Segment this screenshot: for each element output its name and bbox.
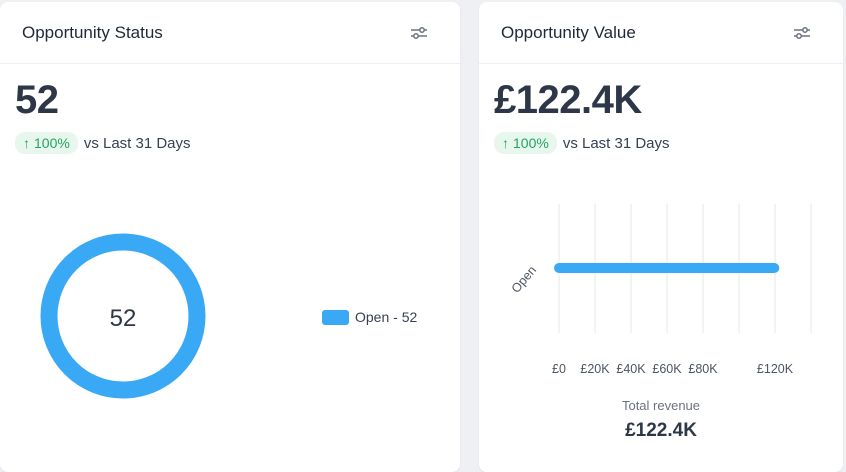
chart-legend[interactable]: Open - 52 bbox=[322, 309, 417, 325]
y-axis-label: Open bbox=[509, 263, 539, 295]
card-header: Opportunity Value bbox=[479, 2, 843, 64]
x-tick-label: £120K bbox=[757, 362, 794, 376]
trend-percent: 100% bbox=[513, 135, 549, 151]
trend-comparison: vs Last 31 Days bbox=[562, 134, 670, 152]
arrow-up-icon: ↑ bbox=[502, 135, 509, 151]
x-tick-label: £60K bbox=[652, 362, 682, 376]
legend-label-open: Open - 52 bbox=[355, 309, 418, 325]
opportunity-status-card: Opportunity Status 52 ↑ 100% vs Last 31 … bbox=[0, 2, 460, 472]
trend-badge: ↑ 100% bbox=[494, 132, 557, 154]
bar-chart: Open £0 £20K £40K £60K £80K £120K bbox=[509, 204, 812, 376]
filter-sliders-icon[interactable] bbox=[410, 24, 428, 42]
x-tick-label: £80K bbox=[688, 362, 718, 376]
donut-center-label: 52 bbox=[110, 305, 137, 332]
total-revenue-label: Total revenue bbox=[621, 398, 701, 413]
opportunity-value-card: Opportunity Value £122.4K ↑ 100% vs Last… bbox=[479, 2, 843, 472]
trend-row: ↑ 100% vs Last 31 Days bbox=[494, 132, 670, 154]
card-header: Opportunity Status bbox=[0, 2, 460, 64]
x-axis-labels: £0 £20K £40K £60K £80K £120K bbox=[552, 362, 794, 376]
x-tick-label: £40K bbox=[616, 362, 646, 376]
opportunity-count: 52 bbox=[15, 78, 59, 122]
trend-percent: 100% bbox=[34, 135, 70, 151]
donut-segment-open[interactable] bbox=[40, 233, 206, 399]
trend-row: ↑ 100% vs Last 31 Days bbox=[15, 132, 191, 154]
x-tick-label: £0 bbox=[552, 362, 566, 376]
y-axis-labels: Open bbox=[509, 263, 539, 295]
filter-sliders-icon[interactable] bbox=[793, 24, 811, 42]
arrow-up-icon: ↑ bbox=[23, 135, 30, 151]
donut-chart: 52 bbox=[40, 233, 206, 399]
total-revenue-value: £122.4K bbox=[625, 420, 697, 441]
card-title: Opportunity Value bbox=[501, 22, 636, 42]
trend-comparison: vs Last 31 Days bbox=[83, 134, 191, 152]
x-tick-label: £20K bbox=[580, 362, 610, 376]
legend-swatch-open bbox=[322, 309, 349, 325]
card-title: Opportunity Status bbox=[22, 22, 163, 42]
trend-badge: ↑ 100% bbox=[15, 132, 78, 154]
opportunity-value: £122.4K bbox=[494, 78, 642, 122]
